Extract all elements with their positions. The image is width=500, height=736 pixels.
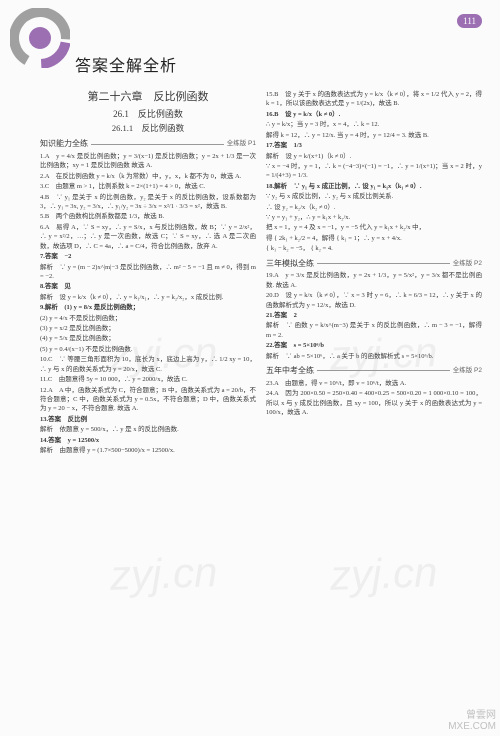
answer-item: 解析 依题意 y = 500/x，∴ y 是 x 的反比例函数. xyxy=(40,425,256,434)
answer-item: 13.答案 反比例 xyxy=(40,415,256,424)
answer-item: 1.A y = 4/x 是反比例函数；y = 3/(x−1) 是反比例函数；y … xyxy=(40,152,256,171)
left-column: 第二十六章 反比例函数 26.1 反比例函数 26.1.1 反比例函数 知识能力… xyxy=(40,90,256,726)
answer-item: 12.A A 中，函数关系式为 C，符合题意；B 中，函数关系式为 a = 20… xyxy=(40,386,256,414)
answer-item: (5) y = 0.4/(x−1) 不是反比例函数. xyxy=(40,345,256,354)
answer-item: 24.A 因为 200×0.50 = 250×0.40 = 400×0.25 =… xyxy=(266,389,482,417)
answer-item: 16.B 设 y = k/x（k ≠ 0）. xyxy=(266,110,482,119)
answer-item: 11.C 由题意得 5y = 10 000，∴ y = 2000/x，故选 C. xyxy=(40,375,256,384)
answer-item: ∴ 设 y₂ = k₂/x（k₂ ≠ 0）. xyxy=(266,203,482,212)
answer-item: (4) y = 5/x 是反比例函数； xyxy=(40,334,256,343)
answer-item: 解析 ∵ ab = 5×10⁶，∴ a 关于 b 的函数解析式 s = 5×10… xyxy=(266,352,482,361)
subsection-title: 26.1.1 反比例函数 xyxy=(40,122,256,134)
chapter-title: 第二十六章 反比例函数 xyxy=(40,90,256,106)
answer-item: 4.B ∵ y₁ 是关于 x 的比例函数，y₂ 是关于 x 的反比例函数，设系数… xyxy=(40,193,256,212)
answer-item: ∴ y = k/x；当 y = 3 时，x = 4，∴ k = 12. xyxy=(266,120,482,129)
section-title: 26.1 反比例函数 xyxy=(40,108,256,121)
bar-label: 知识能力全练 xyxy=(40,138,88,150)
answer-item: 15.B 设 y 关于 x 的函数表达式为 y = k/x（k ≠ 0），将 x… xyxy=(266,90,482,109)
answer-item: 5.B 两个函数构比例系数都是 1/3，故选 B. xyxy=(40,212,256,221)
section-bar-knowledge: 知识能力全练 全练版 P1 xyxy=(40,138,256,150)
answer-item: (2) y = 4/x 不是反比例函数； xyxy=(40,314,256,323)
bar-label: 三年模拟全练 xyxy=(266,258,314,270)
answer-item: 9.解析 (1) y = 8/x 是反比例函数； xyxy=(40,303,256,312)
bar-ref: 全练版 P2 xyxy=(453,259,482,268)
answer-item: 解析 设 y = k/(x+1)（k ≠ 0）. xyxy=(266,152,482,161)
bar-ref: 全练版 P1 xyxy=(227,139,256,148)
answer-item: 23.A 由题意，得 v = 10⁶/t，即 v = 10⁶/t，故选 A. xyxy=(266,379,482,388)
answer-item: 得 { 2k₁ + k₂/2 = 4，解得 { k₁ = 1；∴ y = x +… xyxy=(266,234,482,243)
answer-item: 解析 设 y = k/x（k ≠ 0），∴ y = k₁/x₁，∴ y = k₂… xyxy=(40,293,256,302)
answer-item: 6.A 易得 A，∵ S = xy，∴ y = S/x，x 与反比例函数，故 B… xyxy=(40,223,256,251)
bar-label: 五年中考全练 xyxy=(266,365,314,377)
corner-watermark: 曾雲网 MXE.COM xyxy=(448,710,496,732)
answer-item: 10.C ∵ 等腰三角形面积为 10，底长为 x，底边上高为 y，∴ 1/2 x… xyxy=(40,355,256,374)
answer-item: 解析 ∵ y = (m − 2)x^|m|−3 是反比例函数，∴ m² − 5 … xyxy=(40,263,256,282)
answer-item: (3) y = x/2 是反比例函数； xyxy=(40,324,256,333)
right-column: 15.B 设 y 关于 x 的函数表达式为 y = k/x（k ≠ 0），将 x… xyxy=(266,90,482,726)
answer-item: 18.解析 ∵ y₁ 与 x 成正比例，∴ 设 y₁ = k₁x（k₁ ≠ 0）… xyxy=(266,182,482,191)
section-bar-five-year: 五年中考全练 全练版 P2 xyxy=(266,365,482,377)
answer-item: ∵ y₂ 与 x 成反比例，∴ y₂ 与 x 成反比例关系. xyxy=(266,192,482,201)
answer-item: ∵ y = y₁ + y₂，∴ y = k₁x + k₂/x. xyxy=(266,213,482,222)
answer-item: ∵ x = −4 时，y = 1，∴ k = (−4−3)×(−1) = −1，… xyxy=(266,162,482,181)
answer-item: 7.答案 −2 xyxy=(40,252,256,261)
answer-item: 把 x = 1，y = 4 及 x = −1，y = −5 代入 y = k₁x… xyxy=(266,223,482,232)
logo-icon xyxy=(10,8,70,68)
answer-item: 20.D 设 y = k/x（k ≠ 0），∵ x = 3 时 y = 6，∴ … xyxy=(266,291,482,310)
answer-item: 解析 ∵ 函数 y = k/x^(m−3) 是关于 x 的反比例函数，∴ m −… xyxy=(266,321,482,340)
answer-item: 8.答案 见 xyxy=(40,282,256,291)
page-number-badge: 111 xyxy=(457,14,482,28)
main-title: 答案全解全析 xyxy=(75,52,177,76)
answer-item: 14.答案 y = 12500/x xyxy=(40,436,256,445)
answer-item: 22.答案 s = 5×10⁶/b xyxy=(266,341,482,350)
bar-ref: 全练版 P2 xyxy=(453,366,482,375)
answer-item: 解析 由题意得 y = (1.7×500−5000)/x = 12500/x. xyxy=(40,446,256,455)
answer-item: { k₁ − k₂ = −5， { k₂ = 4. xyxy=(266,244,482,253)
answer-item: 2.A 在反比例函数 y = k/x（k 为常数）中，y，x，k 都不为 0，故… xyxy=(40,172,256,181)
section-bar-three-year: 三年模拟全练 全练版 P2 xyxy=(266,258,482,270)
answer-item: 3.C 由题意 m > 1，比例系数 k = 2×(1+1) = 4 > 0，故… xyxy=(40,182,256,191)
answer-item: 17.答案 1/3 xyxy=(266,141,482,150)
answer-item: 19.A y = 3/x 是反比例函数，y = 2x + 1/3，y = 5/x… xyxy=(266,271,482,290)
answer-item: 21.答案 2 xyxy=(266,311,482,320)
answer-item: 解得 k = 12，∴ y = 12/x. 当 y = 4 时，y = 12/4… xyxy=(266,131,482,140)
